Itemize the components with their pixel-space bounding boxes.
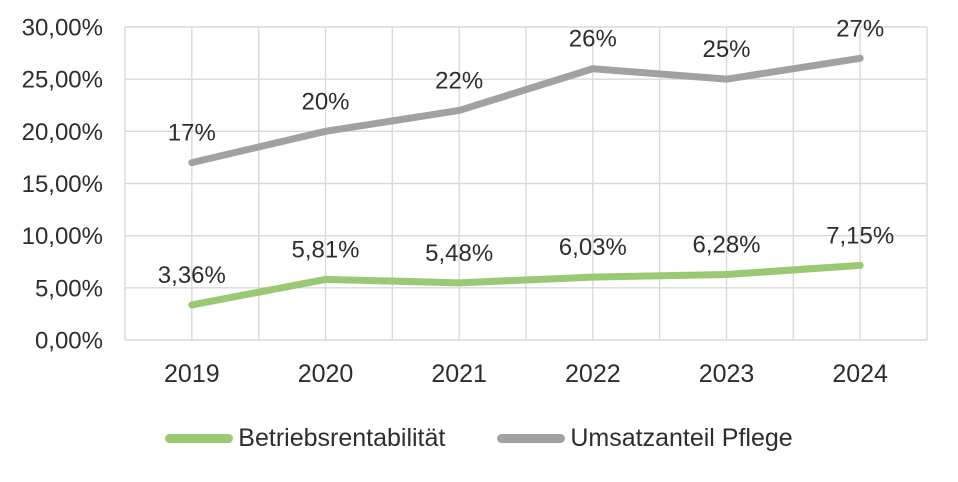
data-label: 27% [836,15,884,42]
legend-swatch-green-line [165,434,234,443]
data-label: 25% [702,36,750,63]
series-line-1 [188,54,864,167]
series-0 [188,261,864,309]
legend-item-umsatzanteil-pflege: Umsatzanteil Pflege [497,424,793,453]
data-label: 6,28% [692,231,760,258]
data-label: 6,03% [559,234,627,261]
data-label: 17% [168,120,216,147]
data-label: 5,81% [291,236,359,263]
x-axis-tick-label: 2024 [832,360,888,388]
y-axis-tick-label: 30,00% [22,15,103,42]
chart-legend: Betriebsrentabilität Umsatzanteil Pflege [0,424,958,453]
data-label: 5,48% [425,240,493,267]
y-axis-tick-label: 25,00% [22,67,103,94]
data-label: 26% [569,26,617,53]
legend-label-betriebsrentabilitaet: Betriebsrentabilität [238,424,446,452]
data-labels-series-0: 3,36% 5,81% 5,48% 6,03% 6,28% 7,15% [158,222,894,289]
y-axis-tick-label: 5,00% [35,275,103,302]
legend-item-betriebsrentabilitaet: Betriebsrentabilität [165,424,445,453]
x-axis-tick-label: 2019 [164,360,220,388]
data-label: 7,15% [826,222,894,249]
y-axis-labels: 0,00% 5,00% 10,00% 15,00% 20,00% 25,00% 30,00% [22,15,103,355]
data-label: 3,36% [158,262,226,289]
x-axis-tick-label: 2020 [298,360,354,388]
y-axis-tick-label: 15,00% [22,171,103,198]
legend-swatch-gray-line [497,434,566,443]
series-1 [188,54,864,167]
data-label: 22% [435,67,483,94]
y-axis-tick-label: 10,00% [22,223,103,250]
legend-label-umsatzanteil-pflege: Umsatzanteil Pflege [570,424,793,452]
data-labels-series-1: 17% 20% 22% 26% 25% 27% [168,15,884,146]
x-axis-labels: 2019 2020 2021 2022 2023 2024 [164,360,888,388]
x-axis-tick-label: 2023 [699,360,755,388]
series-line-0 [188,261,864,309]
line-chart: 0,00% 5,00% 10,00% 15,00% 20,00% 25,00% 30,00%… [22,15,928,388]
x-axis-tick-label: 2021 [431,360,487,388]
y-axis-tick-label: 20,00% [22,119,103,146]
x-axis-tick-label: 2022 [565,360,621,388]
gridlines [124,26,928,341]
y-axis-tick-label: 0,00% [35,328,103,355]
data-label: 20% [301,88,349,115]
